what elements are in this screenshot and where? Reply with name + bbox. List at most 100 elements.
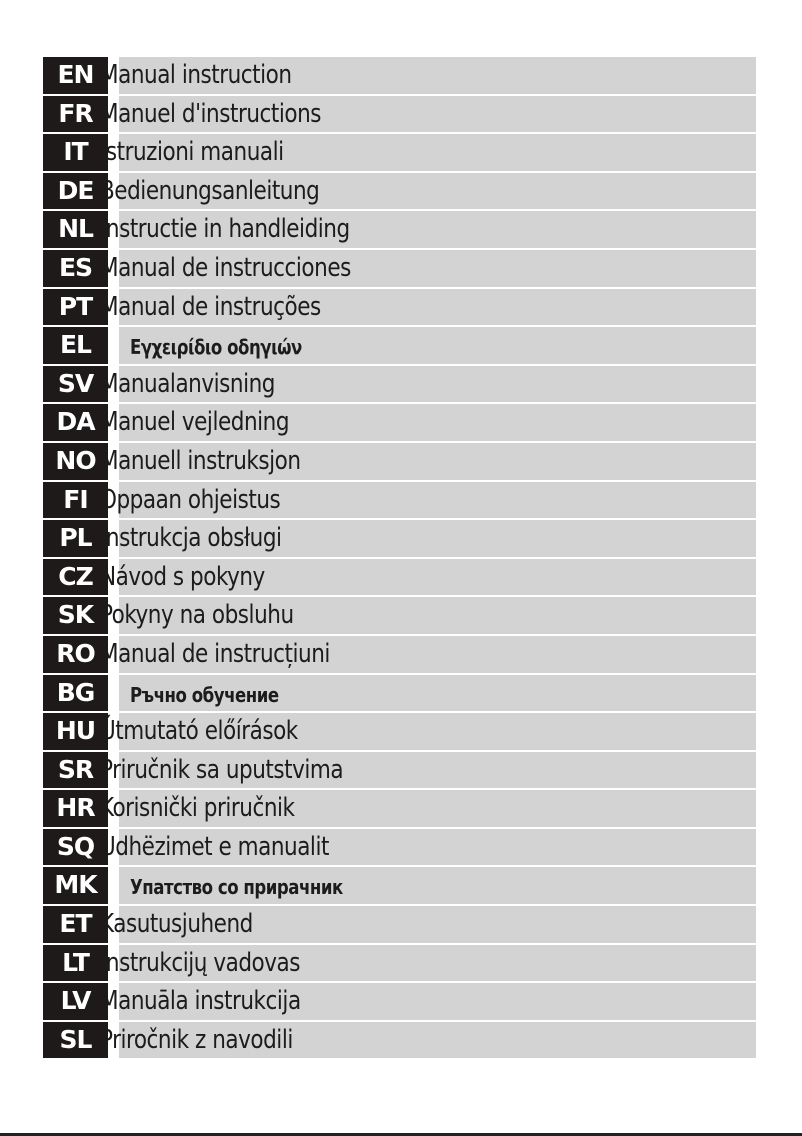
language-code: SL — [43, 1021, 108, 1059]
language-title: Priručnik sa uputstvima — [100, 754, 344, 785]
language-title: Pokyny na obsluhu — [100, 600, 294, 631]
row-bar — [119, 635, 756, 673]
language-title: Ръчно обучение — [130, 682, 279, 707]
language-row-es: Manual de instrucciones ES — [0, 249, 802, 287]
language-title: Manual de instrucțiuni — [100, 638, 330, 669]
row-bar — [119, 327, 756, 364]
language-code: PT — [43, 288, 108, 326]
language-title: Manual de instrucciones — [100, 252, 351, 283]
language-title: Manualanvisning — [100, 368, 276, 399]
language-code: NO — [43, 442, 108, 480]
language-row-lv: Manuāla instrukcija LV — [0, 983, 802, 1020]
row-bar — [119, 597, 756, 634]
row-bar — [119, 944, 756, 982]
row-bar — [119, 828, 756, 866]
language-code: SV — [43, 365, 108, 403]
language-code: DE — [43, 172, 108, 210]
language-title: Εγχειρίδιο οδηγιών — [130, 335, 302, 360]
language-row-hr: Korisnički priručnik HR — [0, 790, 802, 827]
row-bar — [119, 288, 756, 326]
language-row-bg: Ръчно обучение BG — [0, 674, 802, 712]
language-title: Упатство со прирачник — [130, 875, 343, 900]
language-code: CZ — [43, 558, 108, 596]
language-row-pt: Manual de instruções PT — [0, 288, 802, 326]
language-code: PL — [43, 520, 108, 557]
language-title: Manuel d'instructions — [100, 98, 322, 129]
language-title: Manuāla instrukcija — [100, 986, 301, 1017]
language-row-sr: Priručnik sa uputstvima SR — [0, 751, 802, 789]
bottom-rule — [0, 1133, 802, 1136]
language-code: BG — [43, 674, 108, 712]
language-code: RO — [43, 635, 108, 673]
language-title: Bedienungsanleitung — [100, 175, 320, 206]
language-row-nl: Instructie in handleiding NL — [0, 211, 802, 248]
language-code: SK — [43, 597, 108, 634]
language-code: SR — [43, 751, 108, 789]
language-title: Instrukcja obsługi — [100, 523, 282, 554]
row-bar — [119, 211, 756, 248]
language-row-mk: Упатство со прирачник MK — [0, 867, 802, 905]
language-row-sq: Udhëzimet e manualit SQ — [0, 828, 802, 866]
row-bar — [119, 172, 756, 210]
language-title: Kasutusjuhend — [100, 909, 253, 940]
row-bar — [119, 365, 756, 403]
language-row-sl: Priročnik z navodili SL — [0, 1021, 802, 1059]
row-bar — [119, 906, 756, 943]
language-code: SQ — [43, 828, 108, 866]
language-row-da: Manuel vejledning DA — [0, 404, 802, 441]
language-code: LT — [43, 944, 108, 982]
language-code: FR — [43, 95, 108, 133]
language-code: ET — [43, 906, 108, 943]
language-title: Instrukcijų vadovas — [100, 947, 300, 978]
language-code: EL — [43, 327, 108, 364]
row-bar — [119, 790, 756, 827]
language-title: Oppaan ohjeistus — [100, 484, 281, 515]
language-title: Útmutató előírások — [100, 716, 298, 747]
language-code: HR — [43, 790, 108, 827]
row-bar — [119, 983, 756, 1020]
language-code: FI — [43, 481, 108, 519]
language-row-pl: Instrukcja obsługi PL — [0, 520, 802, 557]
language-title: Instructie in handleiding — [100, 214, 350, 245]
language-title: Udhëzimet e manualit — [100, 831, 329, 862]
row-bar — [119, 404, 756, 441]
language-code: MK — [43, 867, 108, 905]
language-code: DA — [43, 404, 108, 441]
language-title: Priročnik z navodili — [100, 1024, 293, 1055]
row-bar — [119, 57, 756, 94]
language-row-fr: Manuel d'instructions FR — [0, 95, 802, 133]
language-title: Návod s pokyny — [100, 561, 265, 592]
language-title: Istruzioni manuali — [100, 137, 284, 168]
language-row-en: Manual instruction EN — [0, 57, 802, 94]
language-code: LV — [43, 983, 108, 1020]
row-bar — [119, 442, 756, 480]
language-row-hu: Útmutató előírások HU — [0, 713, 802, 750]
language-row-sk: Pokyny na obsluhu SK — [0, 597, 802, 634]
language-code: ES — [43, 249, 108, 287]
language-row-et: Kasutusjuhend ET — [0, 906, 802, 943]
language-row-cz: Návod s pokyny CZ — [0, 558, 802, 596]
row-bar — [119, 481, 756, 519]
row-bar — [119, 520, 756, 557]
language-row-de: Bedienungsanleitung DE — [0, 172, 802, 210]
language-row-lt: Instrukcijų vadovas LT — [0, 944, 802, 982]
row-bar — [119, 751, 756, 789]
row-bar — [119, 713, 756, 750]
row-bar — [119, 249, 756, 287]
row-bar — [119, 674, 756, 712]
row-bar — [119, 558, 756, 596]
language-row-fi: Oppaan ohjeistus FI — [0, 481, 802, 519]
language-code: IT — [43, 134, 108, 171]
language-row-sv: Manualanvisning SV — [0, 365, 802, 403]
language-code: NL — [43, 211, 108, 248]
language-row-it: Istruzioni manuali IT — [0, 134, 802, 171]
row-bar — [119, 867, 756, 905]
language-code: EN — [43, 57, 108, 94]
language-title: Korisnički priručnik — [100, 793, 295, 824]
language-row-el: Εγχειρίδιο οδηγιών EL — [0, 327, 802, 364]
row-bar — [119, 134, 756, 171]
language-list: Manual instruction EN Manuel d'instruction… — [0, 57, 802, 1060]
language-title: Manual de instruções — [100, 291, 321, 322]
language-code: HU — [43, 713, 108, 750]
language-title: Manuel vejledning — [100, 407, 290, 438]
